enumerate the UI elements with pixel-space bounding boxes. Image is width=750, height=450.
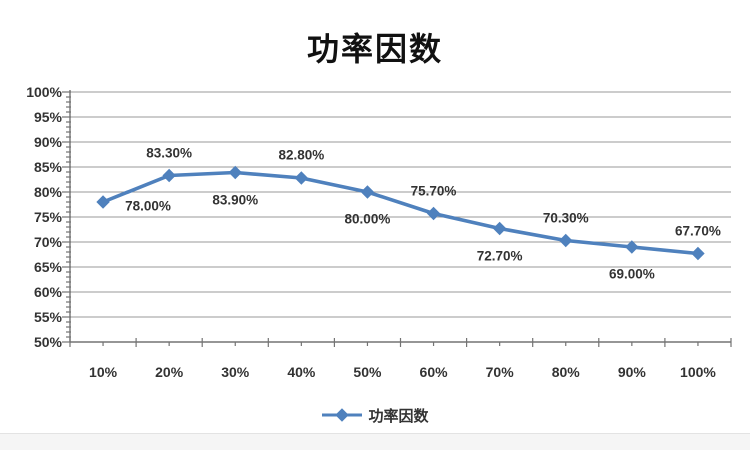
- x-axis-tick-label: 80%: [551, 364, 580, 380]
- data-point-marker: [360, 185, 375, 199]
- data-point-marker: [625, 240, 639, 254]
- x-axis-tick-label: 60%: [419, 364, 448, 380]
- data-point-label: 70.30%: [542, 210, 589, 225]
- y-axis-tick-label: 50%: [33, 334, 62, 350]
- data-point-marker: [96, 195, 110, 209]
- data-point-label: 83.30%: [146, 145, 193, 160]
- data-point-marker: [691, 246, 705, 261]
- y-axis-tick-label: 80%: [33, 184, 62, 200]
- x-axis-tick-label: 70%: [485, 364, 514, 380]
- legend-marker-icon: [322, 408, 363, 422]
- y-axis-tick-label: 65%: [33, 259, 62, 275]
- y-axis-tick-label: 95%: [33, 109, 62, 125]
- data-point-label: 83.90%: [212, 192, 259, 207]
- data-point-marker: [492, 221, 507, 236]
- window-edge-strip: [0, 433, 750, 450]
- data-point-marker: [294, 171, 309, 185]
- data-point-marker: [426, 206, 441, 221]
- legend-label: 功率因数: [368, 407, 429, 425]
- data-point-label: 72.70%: [476, 248, 523, 263]
- x-axis-tick-label: 10%: [89, 364, 118, 380]
- data-point-label: 80.00%: [344, 211, 391, 227]
- x-axis-tick-label: 40%: [287, 364, 316, 380]
- data-point-label: 78.00%: [125, 198, 171, 214]
- y-axis-tick-label: 55%: [33, 309, 62, 325]
- legend: 功率因数: [0, 404, 750, 426]
- data-point-label: 67.70%: [675, 223, 721, 238]
- data-point-marker: [559, 233, 573, 248]
- x-axis-tick-label: 30%: [221, 364, 250, 380]
- x-axis-tick-label: 20%: [155, 364, 184, 380]
- x-axis-tick-label: 90%: [617, 364, 646, 380]
- x-axis-tick-label: 100%: [680, 364, 716, 380]
- chart-title: 功率因数: [306, 30, 443, 68]
- data-point-marker: [162, 168, 176, 183]
- y-axis-tick-label: 75%: [33, 209, 62, 225]
- y-axis-tick-label: 85%: [33, 159, 62, 175]
- y-axis-tick-label: 60%: [33, 284, 62, 300]
- data-point-label: 69.00%: [608, 266, 655, 282]
- y-axis-tick-label: 100%: [26, 84, 62, 100]
- data-point-marker: [228, 165, 242, 180]
- data-point-label: 75.70%: [410, 183, 457, 198]
- x-axis-tick-label: 50%: [353, 364, 382, 380]
- y-axis-tick-label: 70%: [33, 234, 62, 250]
- series-line: [101, 170, 700, 256]
- y-axis-tick-label: 90%: [33, 134, 62, 150]
- data-point-label: 82.80%: [278, 147, 325, 163]
